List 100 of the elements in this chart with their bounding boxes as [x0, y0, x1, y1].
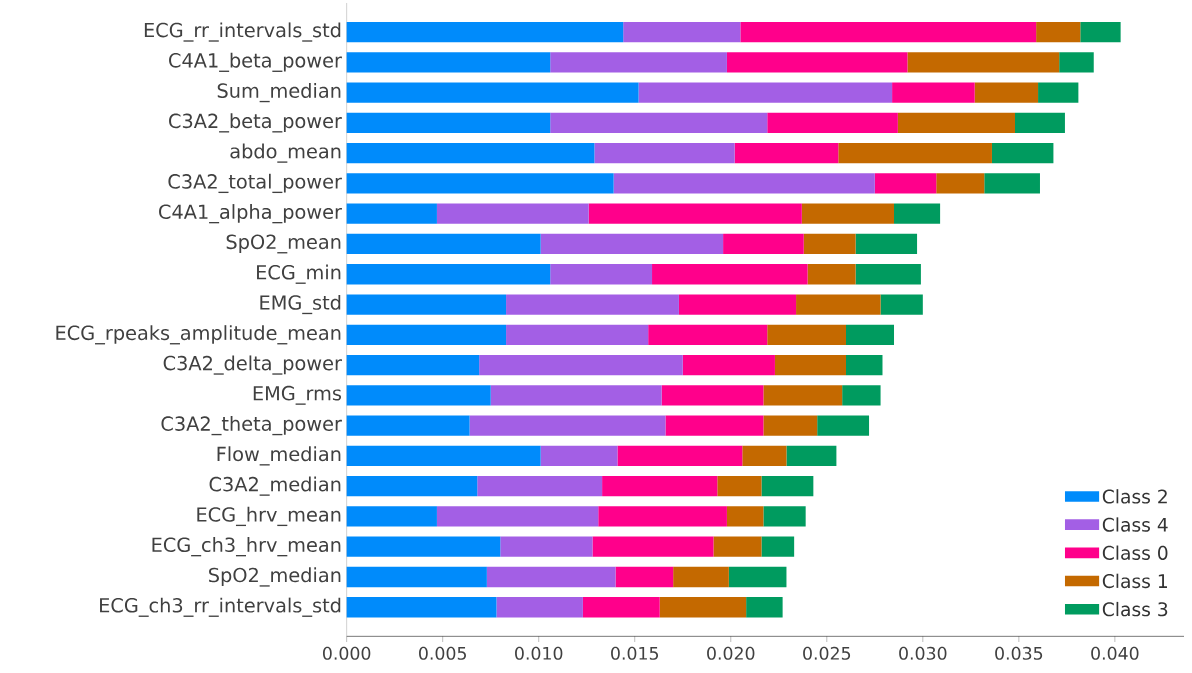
bar	[855, 233, 918, 254]
bar	[855, 263, 921, 285]
bar	[648, 324, 768, 345]
bar	[346, 385, 491, 406]
bar	[817, 415, 870, 436]
bar	[615, 566, 674, 587]
bar	[907, 52, 1060, 73]
bar	[892, 82, 975, 103]
bar	[346, 536, 501, 557]
bar	[550, 263, 653, 285]
bar	[1080, 21, 1121, 43]
x-tick-label: 0.040	[1091, 646, 1139, 660]
x-tick-label: 0.000	[323, 646, 371, 660]
bar	[506, 324, 649, 345]
y-tick-label: ECG_ch3_hrv_mean	[152, 536, 341, 557]
y-tick-label: C3A2_delta_power	[163, 355, 342, 375]
bar	[659, 596, 747, 618]
bar	[974, 82, 1039, 103]
bar	[1038, 82, 1079, 103]
bar	[594, 142, 735, 164]
legend-label: Class 2	[1102, 489, 1167, 504]
bar	[346, 475, 478, 497]
bar	[682, 354, 775, 376]
bar	[506, 294, 679, 315]
bar	[496, 596, 583, 618]
bar	[728, 566, 787, 587]
bar	[617, 445, 743, 466]
bar	[742, 445, 787, 466]
bar	[767, 324, 846, 345]
y-tick-label: Sum_median	[217, 82, 341, 103]
bar	[346, 596, 497, 618]
bar	[723, 233, 804, 254]
bar	[602, 475, 718, 497]
x-tick-label: 0.020	[707, 646, 755, 660]
bar	[874, 173, 937, 194]
bar	[763, 415, 818, 436]
bar	[346, 173, 614, 194]
bar	[726, 52, 908, 73]
bar	[486, 566, 616, 587]
bar	[550, 52, 727, 73]
y-tick-label: ECG_rr_intervals_std	[144, 22, 341, 42]
bar	[623, 21, 741, 43]
y-tick-label: EMG_rms	[253, 385, 342, 405]
bar	[774, 354, 846, 376]
bar	[346, 112, 551, 133]
bar	[346, 445, 541, 466]
bar	[734, 142, 839, 164]
x-tick-label: 0.035	[995, 646, 1043, 660]
y-tick-label: EMG_std	[260, 294, 341, 314]
bar	[1015, 112, 1065, 133]
bar	[588, 203, 802, 224]
y-tick-label: C3A2_beta_power	[169, 113, 342, 133]
bar	[346, 324, 507, 345]
bar	[746, 596, 783, 618]
y-tick-label: SpO2_mean	[226, 234, 341, 254]
bar	[991, 142, 1054, 164]
legend-label: Class 4	[1102, 517, 1168, 532]
bar	[469, 415, 666, 436]
bar	[346, 21, 624, 43]
bar	[346, 52, 551, 73]
bar	[740, 21, 1037, 43]
y-tick-label: C4A1_alpha_power	[159, 203, 342, 224]
bar	[346, 263, 551, 285]
bar	[761, 475, 814, 497]
bar	[761, 536, 795, 557]
bar	[436, 506, 599, 527]
bar	[346, 82, 639, 103]
bar	[807, 263, 856, 285]
bar	[803, 233, 856, 254]
y-tick-label: SpO2_median	[209, 567, 341, 587]
bar	[713, 536, 762, 557]
bar	[490, 385, 662, 406]
bar	[346, 233, 541, 254]
bar	[842, 385, 881, 406]
bar	[846, 324, 895, 345]
legend-label: Class 3	[1102, 601, 1168, 617]
bar	[436, 203, 589, 224]
legend-label: Class 0	[1102, 545, 1168, 560]
x-tick-label: 0.015	[611, 646, 659, 660]
bar	[346, 294, 507, 315]
x-tick-label: 0.030	[899, 646, 947, 660]
y-tick-label: ECG_min	[257, 264, 341, 284]
bar	[767, 112, 898, 133]
bar	[717, 475, 762, 497]
x-tick-label: 0.025	[803, 646, 851, 660]
y-tick-label: C4A1_beta_power	[169, 52, 342, 72]
bar	[678, 294, 797, 315]
y-tick-label: ECG_rpeaks_amplitude_mean	[56, 325, 341, 345]
y-tick-label: C3A2_median	[209, 476, 341, 496]
bar	[652, 263, 808, 285]
bar	[801, 203, 895, 224]
bar	[540, 445, 618, 466]
bar	[880, 294, 923, 315]
bar	[346, 354, 480, 376]
y-tick-label: ECG_ch3_rr_intervals_std	[100, 597, 341, 617]
bar	[726, 506, 764, 527]
bar	[477, 475, 603, 497]
bar	[479, 354, 683, 376]
bar	[613, 173, 875, 194]
bar	[661, 385, 764, 406]
